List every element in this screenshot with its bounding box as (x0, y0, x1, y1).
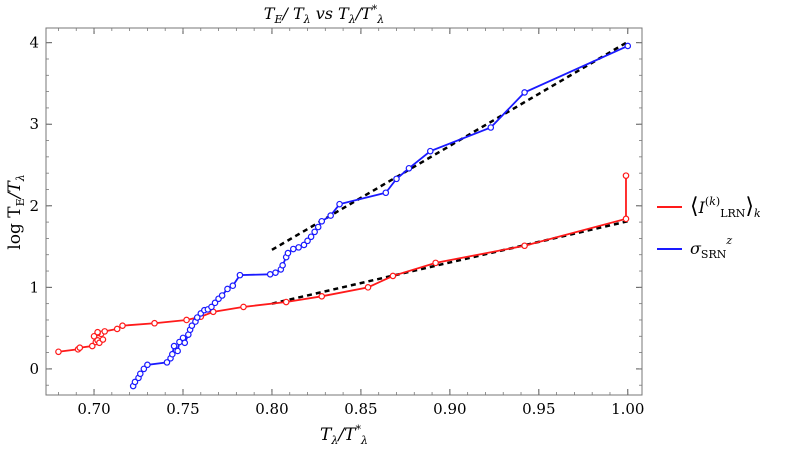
series-line-0 (58, 175, 627, 353)
data-point (272, 269, 279, 276)
data-point (622, 172, 630, 179)
series-1 (129, 42, 632, 390)
data-point (405, 164, 413, 172)
data-point (327, 212, 334, 219)
data-point (211, 299, 219, 307)
legend-item-srn: σSRNz (657, 234, 732, 261)
data-point (170, 342, 178, 350)
x-tick-label: 0.70 (77, 400, 110, 418)
data-point (521, 242, 528, 250)
data-point (318, 293, 326, 300)
data-point (336, 200, 343, 208)
legend: ⟨I(k)LRN⟩k σSRNz (657, 194, 761, 261)
data-point (279, 262, 286, 269)
data-point (289, 245, 297, 253)
x-tick-label: 0.80 (255, 400, 288, 418)
legend-label-lrn: ⟨I(k)LRN⟩k (690, 194, 761, 220)
x-tick-label: 0.75 (166, 400, 199, 418)
data-point (224, 285, 231, 293)
data-point (163, 359, 171, 366)
data-point (282, 298, 290, 306)
y-tick-label: 1 (29, 278, 39, 296)
fit-line-0 (271, 40, 629, 251)
data-point (183, 316, 190, 324)
fit-line-1 (271, 220, 629, 305)
y-axis-title: log TE/Tλ (5, 174, 27, 249)
data-point (101, 328, 109, 335)
data-point (88, 342, 96, 350)
y-tick-label: 3 (29, 115, 39, 133)
data-point (426, 147, 434, 155)
data-point (314, 223, 322, 231)
legend-item-lrn: ⟨I(k)LRN⟩k (657, 194, 761, 220)
x-axis-title: Tλ/T*λ (320, 423, 368, 447)
x-tick-label: 0.85 (344, 400, 377, 418)
data-point (300, 241, 308, 249)
y-tick-label: 4 (29, 34, 39, 52)
data-point (487, 124, 495, 131)
data-point (136, 370, 144, 378)
data-point (393, 175, 400, 183)
chart-title: TE/ Tλ vs Tλ/T*λ (264, 3, 384, 26)
legend-label-srn: σSRNz (690, 234, 732, 261)
data-point (318, 217, 326, 225)
data-point (240, 303, 247, 311)
series-line-1 (132, 45, 629, 387)
fit-lines (271, 40, 629, 305)
plot-frame (45, 27, 643, 396)
data-point (113, 325, 121, 333)
data-point (208, 303, 215, 311)
data-point (236, 271, 244, 279)
data-point (622, 215, 630, 223)
x-tick-labels: 0.70 0.75 0.80 0.85 0.90 0.95 1.00 (77, 400, 644, 418)
x-tick-label: 0.90 (433, 400, 466, 418)
data-point (55, 348, 62, 356)
data-point (140, 365, 148, 373)
data-point (218, 292, 226, 299)
data-point (266, 270, 274, 278)
data-point (307, 233, 315, 241)
x-tick-label: 1.00 (611, 400, 644, 418)
y-tick-label: 0 (29, 360, 39, 378)
data-series (55, 42, 632, 390)
data-point (521, 89, 528, 96)
data-point (432, 259, 439, 267)
data-point (99, 336, 107, 343)
y-tick-labels: 0 1 2 3 4 (29, 34, 39, 378)
data-point (181, 339, 189, 347)
data-point (131, 378, 139, 386)
data-point (364, 284, 372, 291)
data-point (90, 332, 98, 340)
data-point (389, 272, 397, 280)
data-point (193, 314, 201, 321)
data-point (295, 244, 302, 251)
data-point (284, 249, 292, 257)
data-point (382, 189, 390, 197)
y-tick-label: 2 (29, 197, 39, 215)
data-point (311, 228, 318, 236)
data-point (229, 282, 237, 290)
data-point (169, 350, 176, 358)
data-point (94, 328, 101, 336)
data-point (174, 347, 181, 355)
data-point (624, 42, 632, 50)
data-point (188, 322, 196, 329)
data-point (304, 237, 311, 245)
series-0 (55, 172, 630, 356)
data-point (151, 319, 158, 327)
data-point (119, 322, 126, 329)
data-point (76, 344, 84, 351)
data-point (144, 361, 151, 369)
axis-ticks (46, 28, 642, 395)
x-tick-label: 0.95 (522, 400, 555, 418)
